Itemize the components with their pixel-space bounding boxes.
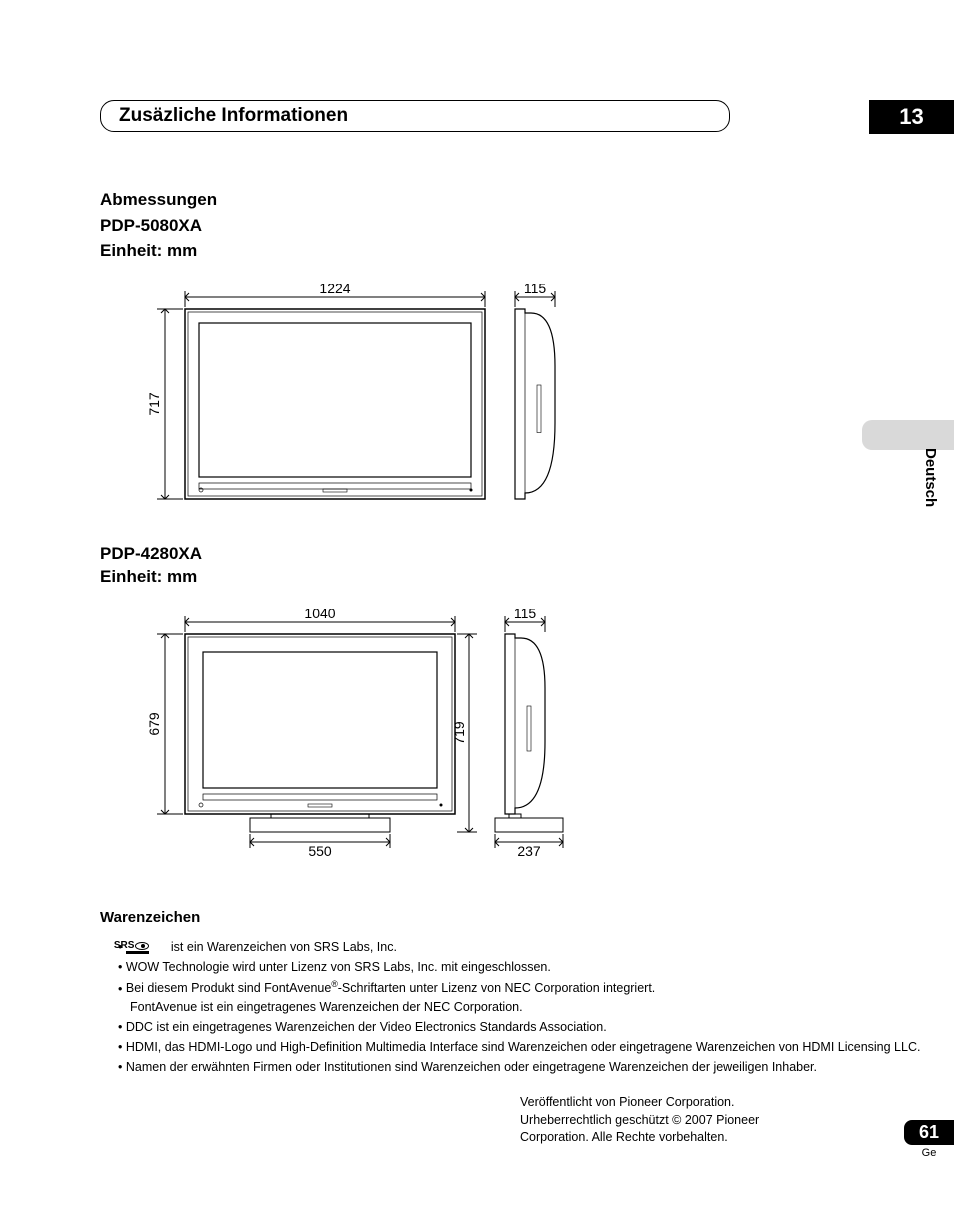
svg-text:679: 679 xyxy=(146,712,162,736)
heading-unit1: Einheit: mm xyxy=(100,241,197,260)
svg-text:115: 115 xyxy=(514,609,537,621)
heading-unit2: Einheit: mm xyxy=(100,567,197,586)
copyright-block: Veröffentlicht von Pioneer Corporation. … xyxy=(520,1094,830,1147)
copyright-line1: Veröffentlicht von Pioneer Corporation. xyxy=(520,1095,734,1109)
trademark-text: Namen der erwähnten Firmen oder Institut… xyxy=(126,1060,817,1074)
svg-text:550: 550 xyxy=(308,843,332,859)
copyright-line2: Urheberrechtlich geschützt © 2007 Pionee… xyxy=(520,1113,759,1145)
trademark-item: Namen der erwähnten Firmen oder Institut… xyxy=(118,1058,924,1076)
heading-dimensions: Abmessungen xyxy=(100,190,217,209)
trademark-text-pre: Bei diesem Produkt sind FontAvenue xyxy=(126,982,331,996)
section-model2: PDP-4280XA Einheit: mm xyxy=(100,542,924,590)
trademark-item: Bei diesem Produkt sind FontAvenue®-Schr… xyxy=(118,978,924,1015)
trademark-text: HDMI, das HDMI-Logo und High-Definition … xyxy=(126,1040,921,1054)
svg-text:115: 115 xyxy=(524,284,547,296)
section-dimensions: Abmessungen PDP-5080XA Einheit: mm xyxy=(100,187,924,264)
dimension-drawing-1: 1224 717 115 xyxy=(125,284,575,514)
svg-text:717: 717 xyxy=(146,392,162,416)
chapter-header: Zusäzliche Informationen xyxy=(100,100,924,132)
trademark-text: DDC ist ein eingetragenes Warenzeichen d… xyxy=(126,1020,607,1034)
svg-text:237: 237 xyxy=(517,843,541,859)
trademarks-heading: Warenzeichen xyxy=(100,909,924,926)
diagram-pdp4280: 1040 679 550 719 115 237 xyxy=(125,609,924,859)
language-tab-bg xyxy=(862,420,954,450)
svg-text:1224: 1224 xyxy=(319,284,350,296)
trademark-item: DDC ist ein eingetragenes Warenzeichen d… xyxy=(118,1018,924,1036)
heading-model2: PDP-4280XA xyxy=(100,544,202,563)
trademark-text-line2: FontAvenue ist ein eingetragenes Warenze… xyxy=(130,1000,523,1014)
srs-logo-icon: SRS xyxy=(126,941,150,954)
trademark-text-post: -Schriftarten unter Lizenz von NEC Corpo… xyxy=(338,982,656,996)
language-tab: Deutsch xyxy=(862,420,954,530)
diagram-pdp5080: 1224 717 115 xyxy=(125,284,924,514)
trademark-text: ist ein Warenzeichen von SRS Labs, Inc. xyxy=(171,940,397,954)
dimension-drawing-2: 1040 679 550 719 115 237 xyxy=(125,609,595,859)
chapter-number: 13 xyxy=(869,100,954,134)
trademarks-list: SRS ist ein Warenzeichen von SRS Labs, I… xyxy=(100,938,924,1076)
chapter-title: Zusäzliche Informationen xyxy=(100,100,730,132)
trademark-item: WOW Technologie wird unter Lizenz von SR… xyxy=(118,958,924,976)
trademark-item: HDMI, das HDMI-Logo und High-Definition … xyxy=(118,1038,924,1056)
page-number: 61 xyxy=(904,1120,954,1145)
trademark-item: SRS ist ein Warenzeichen von SRS Labs, I… xyxy=(118,938,924,956)
trademark-text: WOW Technologie wird unter Lizenz von SR… xyxy=(126,960,551,974)
svg-text:719: 719 xyxy=(451,721,467,745)
page-footer: 61 Ge xyxy=(904,1120,954,1159)
heading-model1: PDP-5080XA xyxy=(100,216,202,235)
language-tab-label: Deutsch xyxy=(922,448,939,507)
page-lang: Ge xyxy=(904,1147,954,1159)
svg-text:1040: 1040 xyxy=(304,609,335,621)
